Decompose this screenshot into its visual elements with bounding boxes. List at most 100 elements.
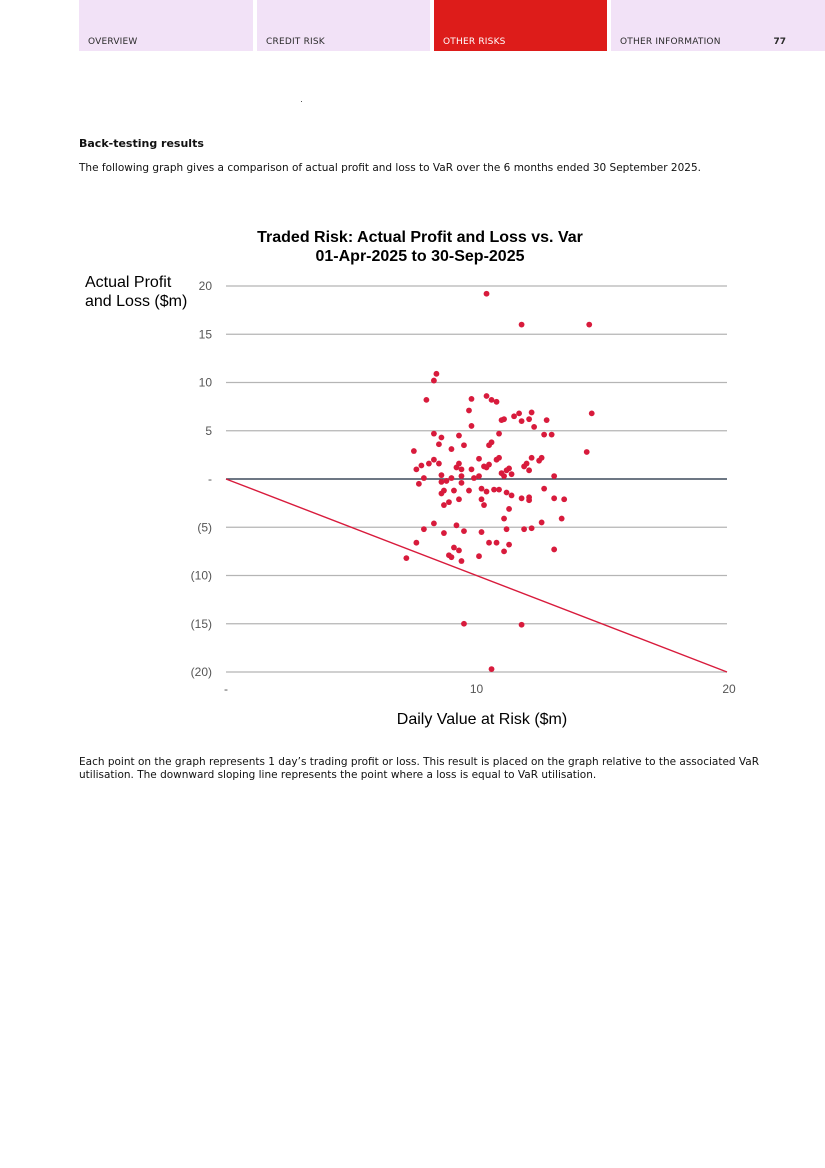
data-point (551, 495, 558, 502)
data-point (538, 454, 545, 461)
data-point (526, 467, 533, 474)
data-point (466, 487, 472, 494)
data-point (461, 442, 467, 449)
data-point (478, 485, 485, 492)
data-point (486, 539, 492, 546)
top-navigation: OVERVIEW CREDIT RISK OTHER RISKS OTHER I… (0, 0, 825, 51)
y-tick-labels: 20 15 10 5 - (5) (10) (15) (20) (191, 279, 213, 679)
data-point (483, 464, 490, 471)
data-point (551, 473, 558, 480)
y-axis-label-line-1: Actual Profit (85, 274, 172, 291)
y-tick-label: 15 (199, 327, 213, 341)
data-point (551, 546, 558, 553)
data-point (523, 460, 530, 467)
data-point (488, 439, 495, 446)
data-point (410, 448, 417, 454)
data-point (528, 454, 535, 461)
data-point (446, 499, 452, 506)
data-point (483, 290, 490, 297)
data-point (493, 398, 500, 405)
y-tick-label: - (208, 472, 212, 486)
data-point (438, 434, 445, 441)
data-point (461, 528, 467, 535)
data-point (458, 473, 465, 480)
data-points (403, 290, 595, 673)
data-point (448, 554, 455, 561)
data-point (503, 526, 510, 533)
data-point (441, 502, 447, 508)
tab-other-information[interactable]: OTHER INFORMATION (611, 0, 825, 51)
tab-overview[interactable]: OVERVIEW (79, 0, 253, 51)
y-axis-label-line-2: and Loss ($m) (85, 293, 187, 310)
y-tick-label: 10 (199, 376, 213, 390)
y-tick-label: (15) (191, 617, 212, 631)
data-point (498, 417, 505, 424)
x-tick-label: 10 (470, 682, 484, 696)
data-point (558, 515, 565, 522)
data-point (431, 377, 437, 384)
data-point (518, 495, 525, 502)
data-point (413, 539, 420, 546)
data-point (511, 413, 517, 420)
data-point (526, 497, 533, 504)
data-point (518, 621, 525, 628)
data-point (506, 541, 512, 548)
data-point (420, 475, 427, 481)
data-point (561, 496, 568, 503)
data-point (488, 396, 495, 403)
data-point (528, 525, 535, 532)
data-point (531, 423, 538, 430)
data-point (516, 410, 522, 417)
var-reference-line (225, 478, 728, 673)
data-point (541, 485, 548, 492)
data-point (448, 446, 455, 452)
data-point (451, 544, 457, 551)
tab-credit-risk[interactable]: CREDIT RISK (257, 0, 430, 51)
data-point (426, 460, 432, 467)
data-point (508, 471, 515, 478)
data-point (548, 431, 555, 438)
data-point (415, 480, 422, 487)
data-point (468, 396, 475, 402)
data-point (431, 456, 437, 463)
data-point (420, 526, 427, 533)
data-point (458, 558, 465, 564)
x-tick-labels: - 10 20 (224, 682, 736, 696)
data-point (448, 475, 455, 481)
data-point (436, 460, 442, 467)
data-point (438, 472, 445, 479)
tab-other-information-label: OTHER INFORMATION (620, 37, 721, 47)
data-point (468, 423, 475, 429)
data-point (498, 470, 505, 477)
data-point (431, 520, 437, 527)
data-point (443, 478, 450, 484)
data-point (491, 486, 497, 493)
data-point (453, 522, 460, 529)
chart-subtitle: 01-Apr-2025 to 30-Sep-2025 (316, 248, 525, 265)
data-point (413, 466, 420, 473)
reference-line-group (225, 478, 728, 673)
data-point (418, 462, 425, 469)
data-point (441, 530, 447, 536)
stray-dot (301, 101, 302, 102)
data-point (503, 489, 510, 496)
data-point (496, 454, 502, 461)
data-point (506, 506, 512, 512)
x-tick-label: - (224, 682, 228, 696)
section-heading: Back-testing results (79, 137, 204, 150)
data-point (461, 620, 467, 627)
x-tick-label: 20 (722, 682, 736, 696)
data-point (501, 515, 507, 522)
data-point (538, 519, 545, 526)
tab-other-risks[interactable]: OTHER RISKS (434, 0, 607, 51)
chart-explanation: Each point on the graph represents 1 day… (79, 756, 760, 781)
data-point (478, 496, 485, 503)
data-point (476, 455, 482, 462)
tab-credit-risk-label: CREDIT RISK (266, 37, 325, 47)
data-point (468, 466, 475, 473)
data-point (526, 416, 533, 423)
data-point (586, 321, 593, 328)
tab-other-risks-label: OTHER RISKS (443, 37, 506, 47)
data-point (431, 430, 437, 437)
